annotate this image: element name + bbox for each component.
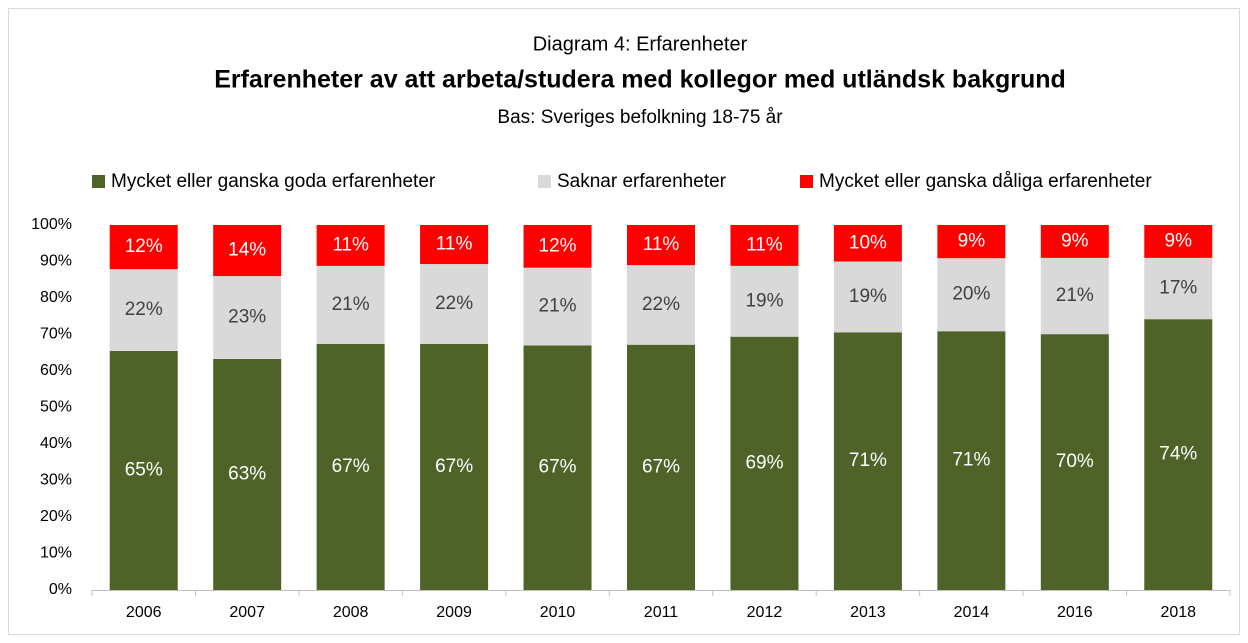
y-tick-label: 90% [40,253,72,270]
bar-segment [420,343,489,590]
legend-label: Saknar erfarenheter [557,171,727,192]
x-tick-label: 2011 [644,604,679,621]
data-label: 11% [746,234,783,255]
chart-title: Erfarenheter av att arbeta/studera med k… [214,66,1066,94]
data-label: 11% [643,234,680,255]
data-label: 71% [952,450,990,471]
x-tick-label: 2007 [229,604,265,621]
bar-segment [730,225,799,266]
bar-segment [730,336,799,590]
y-tick-label: 10% [40,545,72,562]
bar-segment [937,258,1006,332]
data-label: 22% [435,293,473,314]
bar-segment [213,276,282,359]
x-tick-label: 2016 [1057,604,1093,621]
data-label: 12% [125,236,163,257]
data-label: 69% [745,452,783,473]
data-label: 74% [1159,444,1197,465]
legend-swatch [538,175,551,188]
bar-segment [1040,334,1109,590]
data-label: 11% [436,234,473,255]
bar-segment [1144,319,1213,590]
x-tick-label: 2009 [436,604,472,621]
bar-segment [523,225,592,268]
legend-label: Mycket eller ganska dåliga erfarenheter [819,171,1152,192]
data-label: 17% [1159,278,1197,299]
data-label: 21% [1056,285,1094,306]
bar-segment [420,264,489,344]
bar-segment [937,331,1006,590]
y-tick-label: 40% [40,435,72,452]
data-label: 9% [1061,230,1089,251]
bar-segment [213,358,282,590]
data-label: 21% [332,294,370,315]
y-tick-label: 80% [40,289,72,306]
chart-suptitle: Diagram 4: Erfarenheter [533,33,748,55]
y-tick-label: 100% [31,216,72,233]
bar-segment [1040,257,1109,335]
bar-segment [316,265,385,344]
bar-segment [213,225,282,277]
bar-segment [109,350,178,590]
y-tick-label: 0% [49,581,72,598]
bar-segment [316,225,385,266]
legend-swatch [800,175,813,188]
bar-segment [420,225,489,265]
y-tick-label: 70% [40,326,72,343]
bar-segment [833,225,902,262]
bar-segment [627,344,695,590]
data-label: 14% [228,240,266,261]
bar-segment [833,261,902,333]
y-tick-label: 20% [40,508,72,525]
x-tick-label: 2012 [747,604,783,621]
data-label: 63% [228,463,266,484]
x-tick-label: 2010 [540,604,576,621]
data-label: 19% [745,290,783,311]
data-label: 67% [332,456,370,477]
y-tick-label: 30% [40,472,72,489]
data-label: 67% [435,456,473,477]
data-label: 9% [958,231,986,252]
legend-swatch [92,175,105,188]
data-label: 23% [228,307,266,328]
x-tick-label: 2014 [954,604,990,621]
bar-segment [1144,225,1213,258]
bar-segment [109,225,178,270]
bar-segment [627,225,695,266]
data-label: 21% [539,296,577,317]
chart-subtitle: Bas: Sveriges befolkning 18-75 år [497,107,783,128]
bar-segment [1040,225,1109,258]
data-label: 9% [1165,230,1193,251]
bar-segment [1144,257,1213,320]
x-tick-label: 2018 [1160,604,1196,621]
data-label: 11% [332,234,369,255]
x-tick-label: 2006 [126,604,162,621]
bar-segment [833,332,902,590]
data-label: 19% [849,286,887,307]
data-label: 22% [642,294,680,315]
x-tick-label: 2008 [333,604,369,621]
data-label: 65% [125,459,163,480]
x-tick-label: 2013 [850,604,886,621]
data-label: 67% [539,457,577,478]
data-label: 12% [539,235,577,256]
bar-segment [627,265,695,345]
data-label: 10% [849,232,887,253]
bar-segment [109,269,178,351]
bar-segment [316,343,385,590]
data-label: 70% [1056,451,1094,472]
data-label: 22% [125,299,163,320]
data-label: 67% [642,456,680,477]
bar-segment [523,267,592,346]
bar-segment [730,265,799,337]
y-tick-label: 50% [40,399,72,416]
y-tick-label: 60% [40,362,72,379]
bar-segment [937,225,1006,259]
data-label: 20% [952,284,990,305]
bar-segment [523,345,592,590]
data-label: 71% [849,450,887,471]
legend-label: Mycket eller ganska goda erfarenheter [111,171,436,192]
